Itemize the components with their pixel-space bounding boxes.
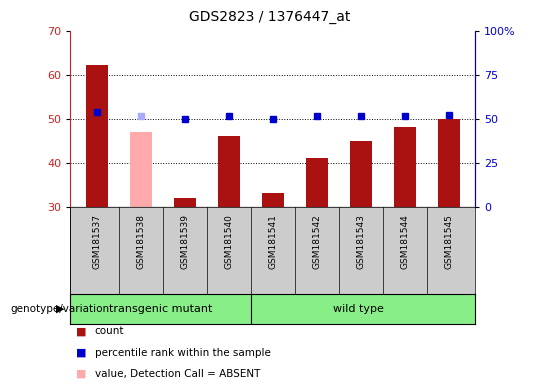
Text: GSM181541: GSM181541	[268, 214, 277, 269]
Bar	[174, 198, 195, 207]
Bar	[438, 119, 460, 207]
Text: GSM181538: GSM181538	[136, 214, 145, 269]
Text: count: count	[94, 326, 124, 336]
Text: GSM181545: GSM181545	[444, 214, 453, 269]
Bar	[306, 158, 328, 207]
Bar	[262, 193, 284, 207]
Text: ■: ■	[76, 326, 86, 336]
Text: ■: ■	[76, 369, 86, 379]
Text: ■: ■	[76, 348, 86, 358]
Bar	[130, 132, 152, 207]
Text: GSM181539: GSM181539	[180, 214, 189, 269]
Text: GSM181544: GSM181544	[400, 214, 409, 269]
Text: GSM181540: GSM181540	[224, 214, 233, 269]
Text: wild type: wild type	[333, 304, 384, 314]
Text: GSM181542: GSM181542	[312, 214, 321, 269]
Text: percentile rank within the sample: percentile rank within the sample	[94, 348, 271, 358]
Text: GSM181543: GSM181543	[356, 214, 365, 269]
Bar	[86, 65, 107, 207]
Bar	[218, 136, 240, 207]
Text: genotype/variation: genotype/variation	[11, 304, 110, 314]
Text: GSM181537: GSM181537	[92, 214, 101, 269]
Bar	[350, 141, 372, 207]
Text: value, Detection Call = ABSENT: value, Detection Call = ABSENT	[94, 369, 260, 379]
Text: ▶: ▶	[56, 304, 65, 314]
Bar	[394, 127, 416, 207]
Text: GDS2823 / 1376447_at: GDS2823 / 1376447_at	[190, 10, 350, 23]
Text: transgenic mutant: transgenic mutant	[109, 304, 212, 314]
